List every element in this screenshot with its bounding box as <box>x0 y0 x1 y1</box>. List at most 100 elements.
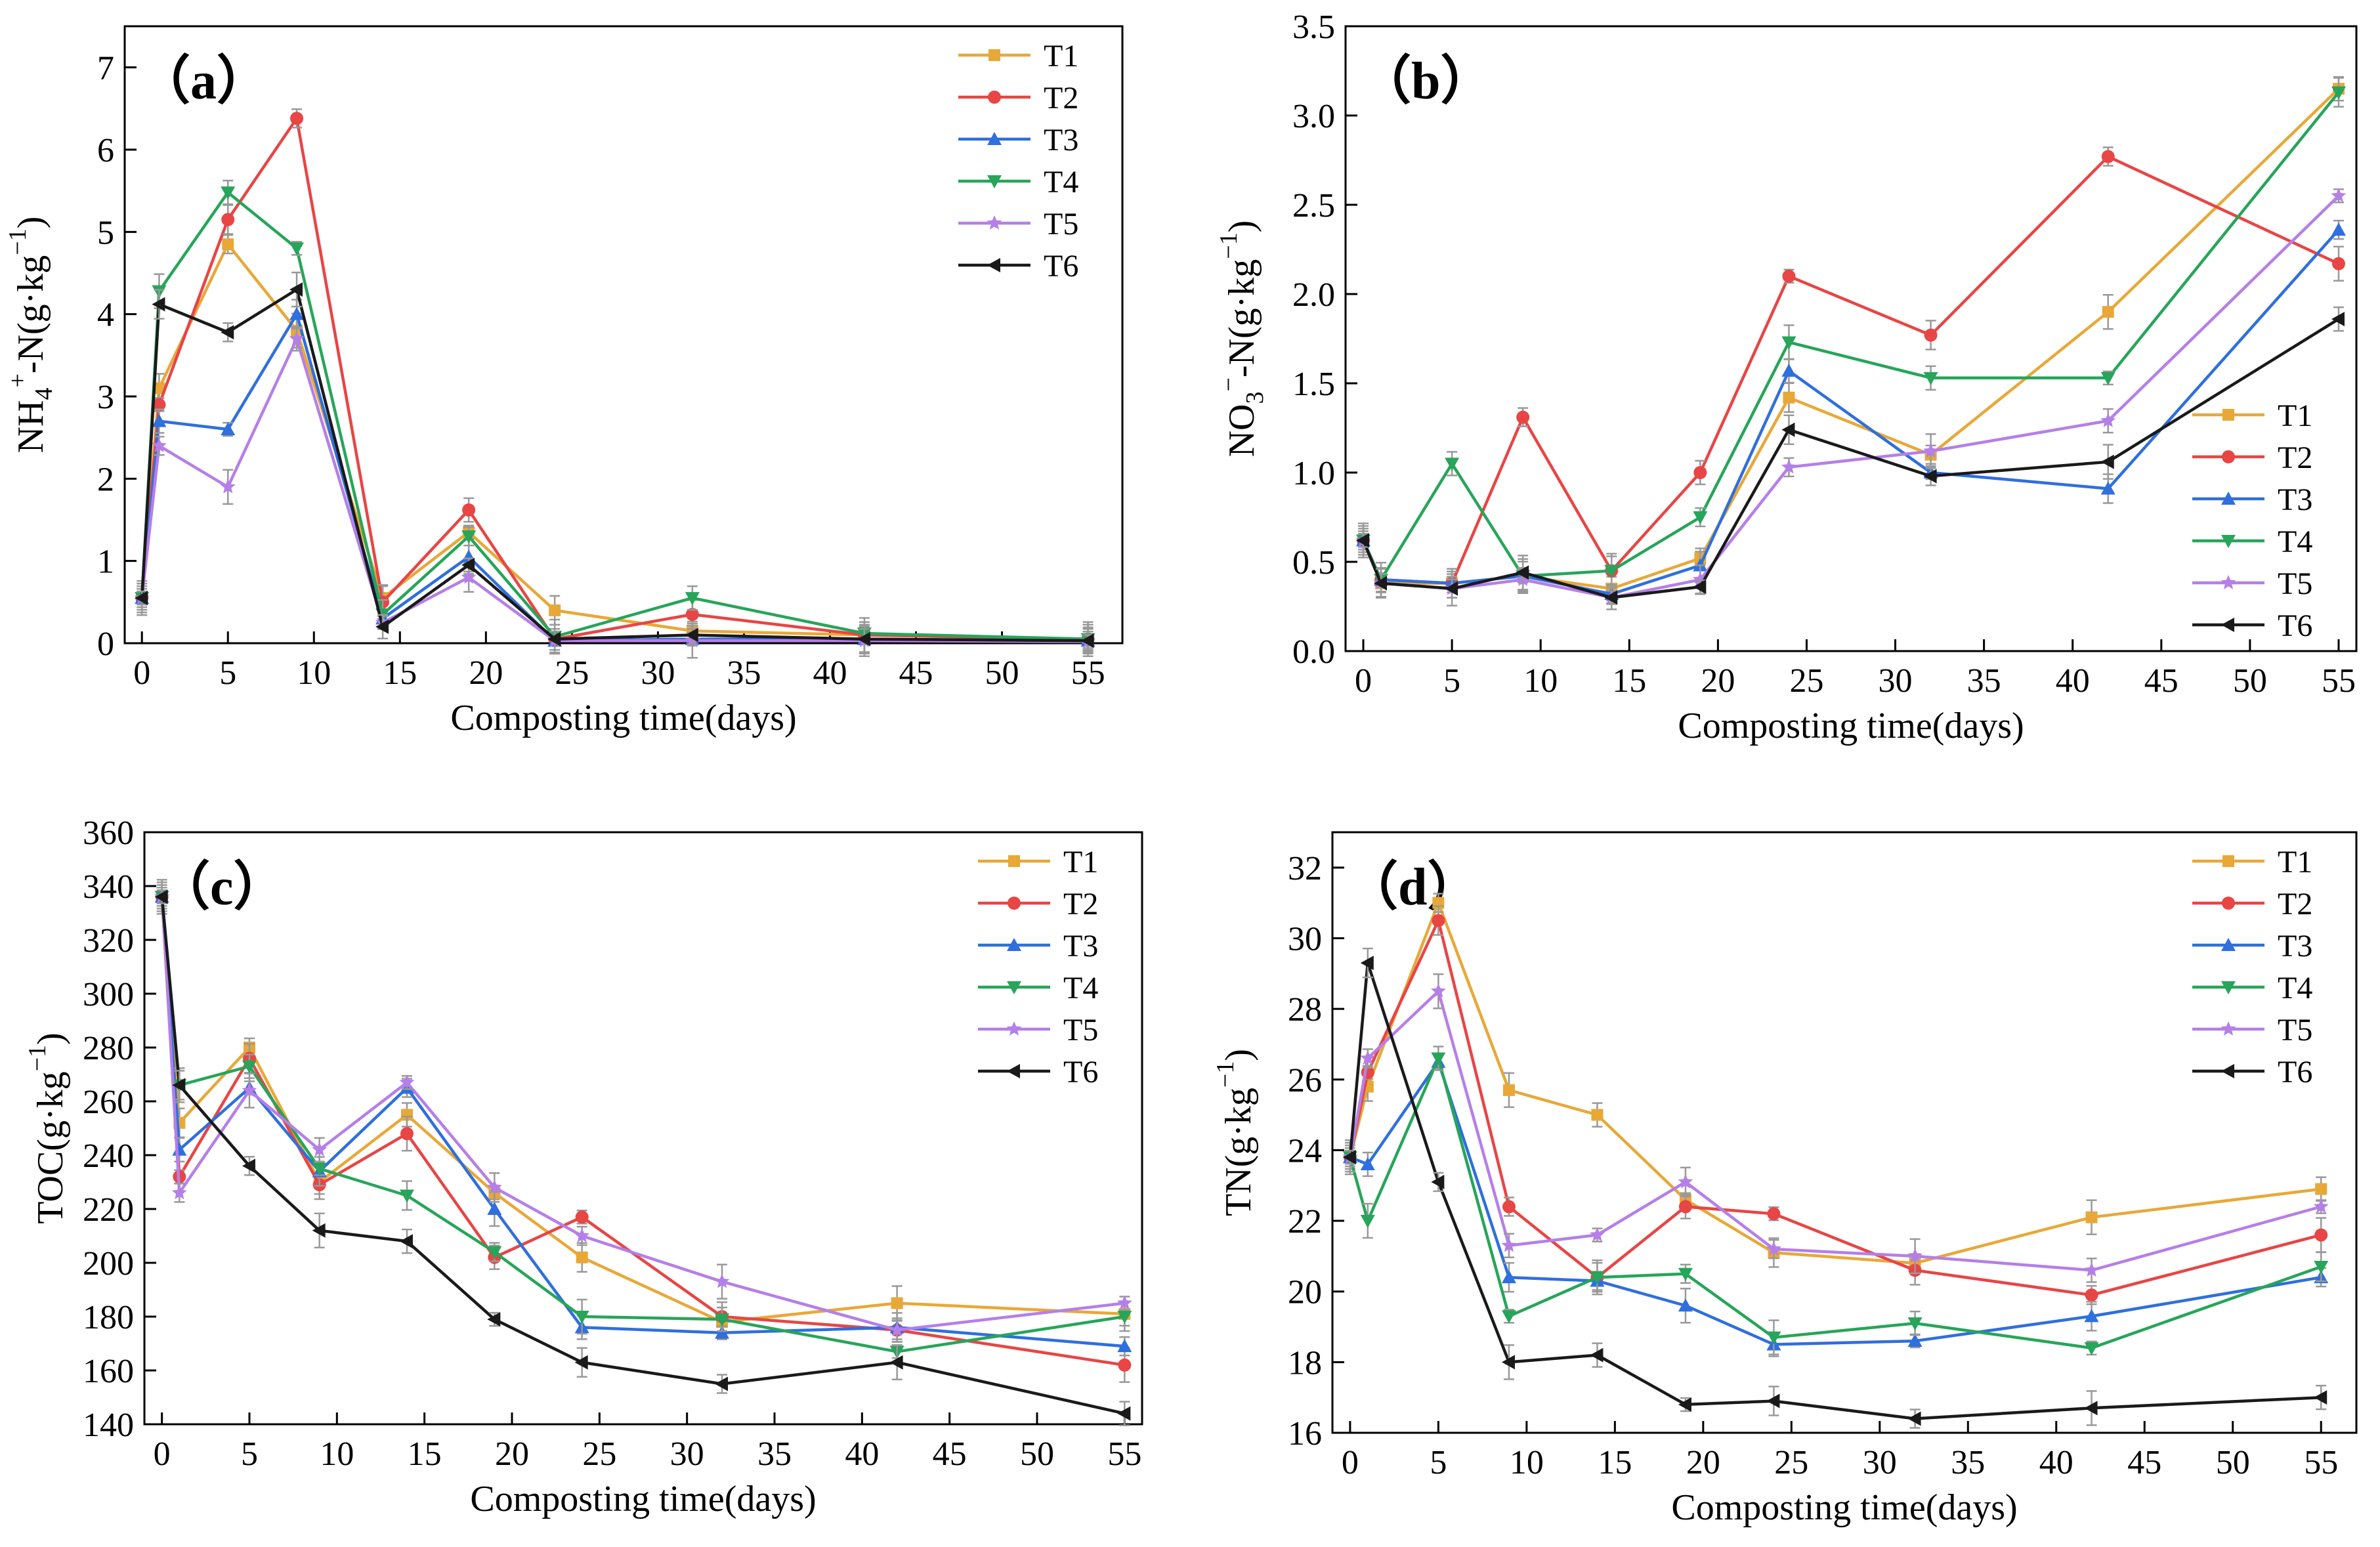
data-point-T4 <box>1360 1215 1375 1229</box>
series-line-T2 <box>1348 916 2322 1297</box>
data-point-T6 <box>2084 1401 2098 1416</box>
y-tick-label: 280 <box>83 1030 134 1067</box>
x-tick-label: 50 <box>2233 662 2267 700</box>
y-tick-label: 360 <box>83 815 134 852</box>
x-tick-label: 45 <box>899 654 933 692</box>
legend-marker-T2 <box>2222 897 2235 910</box>
legend: T1 T2 T3 T4 T5 T6 <box>978 845 1098 1090</box>
series-T4 <box>1342 1046 2329 1356</box>
data-point-T1 <box>2102 306 2114 318</box>
data-point-T5 <box>242 1082 257 1097</box>
data-point-T5 <box>486 1179 502 1194</box>
data-point-T1 <box>222 238 234 251</box>
x-tick-label: 10 <box>1510 1444 1544 1481</box>
legend-marker-T5 <box>2221 575 2236 589</box>
y-tick-label: 3.0 <box>1292 98 1335 135</box>
data-point-T6 <box>154 889 168 904</box>
x-axis-label: Composting time(days) <box>470 1479 816 1519</box>
legend-label-T4: T4 <box>1063 971 1098 1006</box>
data-point-T1 <box>1783 391 1795 404</box>
y-tick-label: 200 <box>83 1245 134 1282</box>
data-point-T5 <box>171 1185 187 1200</box>
data-point-T4 <box>1445 457 1460 471</box>
data-point-T4 <box>221 186 236 200</box>
data-point-T5 <box>2084 1262 2099 1277</box>
panel-label: （c） <box>158 858 286 916</box>
data-point-T3 <box>2084 1309 2099 1323</box>
series-line-T5 <box>1348 988 2322 1272</box>
data-point-T5 <box>1116 1295 1132 1310</box>
data-point-T6 <box>221 325 234 340</box>
x-tick-label: 45 <box>2127 1444 2161 1481</box>
y-tick-label: 260 <box>83 1084 134 1121</box>
legend-label-T2: T2 <box>1044 81 1078 116</box>
data-point-T6 <box>715 1376 728 1391</box>
legend-label-T3: T3 <box>1063 929 1098 964</box>
data-point-T6 <box>685 627 698 643</box>
legend-label-T6: T6 <box>2278 608 2312 643</box>
y-tick-label: 1 <box>97 543 114 581</box>
x-tick-label: 55 <box>2322 662 2356 700</box>
x-tick-label: 15 <box>1612 662 1646 700</box>
x-tick-label: 40 <box>813 654 847 692</box>
data-point-T2 <box>1678 1200 1692 1214</box>
series-line-T1 <box>1361 87 2340 591</box>
data-point-T6 <box>1516 565 1529 580</box>
x-tick-label: 0 <box>1355 662 1372 700</box>
x-tick-label: 30 <box>1879 662 1913 700</box>
legend-marker-T2 <box>1008 897 1021 910</box>
x-tick-label: 0 <box>133 654 150 692</box>
data-point-T1 <box>549 604 561 616</box>
series-T6 <box>1356 306 2345 610</box>
x-tick-label: 40 <box>2039 1444 2073 1481</box>
y-tick-label: 24 <box>1288 1132 1322 1170</box>
data-point-T4 <box>685 592 700 606</box>
legend-marker-T1 <box>1008 855 1020 867</box>
series-T2 <box>1357 146 2345 599</box>
legend-marker-T2 <box>2222 450 2235 463</box>
series-line-T6 <box>1348 962 2322 1420</box>
x-axis-label: Composting time(days) <box>1671 1487 2017 1528</box>
legend-marker-T5 <box>1006 1021 1022 1036</box>
data-point-T5 <box>1501 1237 1517 1252</box>
y-tick-label: 20 <box>1288 1274 1322 1311</box>
y-tick-label: 2.0 <box>1292 276 1335 314</box>
data-point-T6 <box>574 1355 588 1370</box>
series-line-T4 <box>1361 91 2340 583</box>
data-point-T4 <box>2314 1261 2329 1275</box>
y-tick-label: 160 <box>83 1353 134 1390</box>
data-point-T3 <box>1117 1339 1132 1353</box>
legend-label-T5: T5 <box>2278 566 2312 601</box>
data-point-T6 <box>1693 580 1707 595</box>
x-tick-label: 20 <box>1686 1444 1720 1481</box>
x-tick-label: 40 <box>845 1435 879 1473</box>
data-point-T5 <box>1781 459 1796 474</box>
data-point-T6 <box>1766 1393 1780 1409</box>
data-point-T6 <box>1590 1347 1604 1363</box>
x-tick-label: 0 <box>154 1435 171 1473</box>
series-T6 <box>135 271 1094 657</box>
data-point-T6 <box>400 1234 413 1249</box>
y-tick-label: 32 <box>1288 850 1322 887</box>
data-point-T2 <box>1782 269 1796 283</box>
y-tick-label: 3 <box>97 379 114 416</box>
data-point-T6 <box>2100 454 2114 469</box>
x-tick-label: 35 <box>727 654 761 692</box>
data-point-T4 <box>574 1311 589 1324</box>
data-point-T4 <box>1431 1052 1446 1066</box>
x-tick-label: 5 <box>1443 662 1460 700</box>
data-point-T3 <box>221 422 236 436</box>
data-point-T4 <box>400 1189 414 1203</box>
data-point-T5 <box>2313 1198 2329 1214</box>
data-point-T4 <box>1907 1317 1923 1331</box>
plot-frame <box>1344 25 2358 652</box>
x-tick-label: 5 <box>219 654 236 692</box>
series-T1 <box>1344 893 2327 1273</box>
series-line-T2 <box>1361 154 2339 585</box>
data-point-T5 <box>1590 1227 1605 1242</box>
data-point-T6 <box>312 1223 326 1238</box>
series-line-T3 <box>160 897 1125 1348</box>
data-point-T6 <box>375 619 389 634</box>
y-tick-label: 4 <box>97 297 114 334</box>
data-point-T4 <box>2331 86 2346 100</box>
